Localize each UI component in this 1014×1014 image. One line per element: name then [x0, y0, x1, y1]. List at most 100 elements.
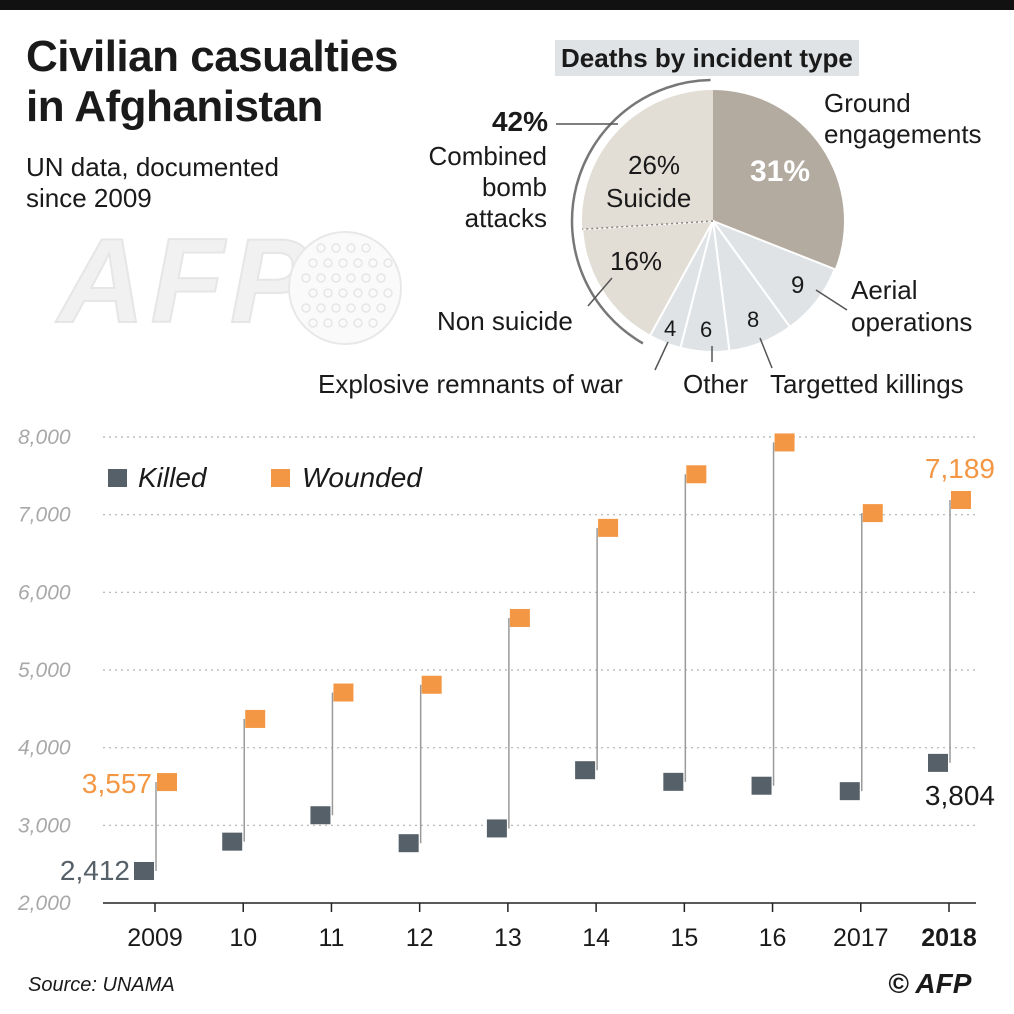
- watermark-dimple: [331, 273, 341, 283]
- pie-group-label-1: Combined: [428, 141, 547, 171]
- pie-divider-bomb: [582, 220, 714, 230]
- pie-value-non-suicide: 16%: [610, 246, 662, 276]
- y-tick-label: 2,000: [17, 892, 71, 915]
- pie-label-non-suicide: Non suicide: [437, 306, 573, 336]
- pie-label-ground-2: engagements: [824, 119, 982, 149]
- killed-marker: [310, 806, 331, 825]
- pie-value-suicide: 26%: [628, 150, 680, 180]
- pie-label-aerial-1: Aerial: [851, 275, 917, 305]
- watermark-dimple: [361, 243, 371, 253]
- wounded-marker: [157, 773, 177, 792]
- watermark-dimple: [308, 318, 318, 328]
- killed-marker: [663, 772, 684, 791]
- pie-label-aerial-2: operations: [851, 307, 972, 337]
- watermark-dimple: [301, 273, 311, 283]
- watermark-dimple: [353, 318, 363, 328]
- killed-marker: [839, 782, 860, 801]
- pie-label-other: Other: [683, 369, 748, 399]
- watermark-dimple: [323, 318, 333, 328]
- annotation-wounded-2018: 7,189: [925, 453, 995, 484]
- wounded-marker: [245, 709, 266, 728]
- x-tick-label: 11: [318, 924, 344, 952]
- pie-label-ground-1: Ground: [824, 88, 911, 118]
- pie-value-aerial: 9: [791, 272, 804, 299]
- wounded-marker: [509, 608, 530, 627]
- legend-wounded-swatch: [271, 469, 290, 487]
- source-note: Source: UNAMA: [28, 974, 175, 996]
- pie-label-suicide: Suicide: [606, 183, 691, 213]
- watermark-dimple: [338, 288, 348, 298]
- watermark-dimple: [361, 273, 371, 283]
- killed-marker: [398, 834, 419, 853]
- watermark-dimple: [323, 258, 333, 268]
- wounded-marker: [333, 683, 354, 702]
- pie-group-bracket: [570, 78, 711, 345]
- watermark-dimple: [361, 303, 371, 313]
- pie-group-label-3: attacks: [465, 203, 547, 233]
- pie-slice-suicide: [582, 90, 713, 230]
- x-tick-label: 15: [670, 924, 698, 952]
- watermark-dimple: [301, 303, 311, 313]
- watermark-dimple: [346, 303, 356, 313]
- watermark-dimple: [383, 288, 393, 298]
- leader-aerial: [815, 289, 848, 311]
- watermark-dimple: [338, 318, 348, 328]
- watermark-ball: [288, 231, 402, 345]
- killed-marker: [751, 776, 772, 795]
- pie-group-value: 42%: [492, 106, 548, 137]
- watermark-dimple: [353, 258, 363, 268]
- pie-group-label-2: bomb: [482, 172, 547, 202]
- x-tick-label: 12: [406, 924, 434, 952]
- legend-killed-swatch: [108, 469, 127, 487]
- watermark-dimple: [316, 303, 326, 313]
- wounded-marker: [951, 490, 971, 509]
- y-tick-label: 8,000: [18, 426, 71, 449]
- wounded-marker: [862, 504, 883, 523]
- watermark-dimple: [316, 243, 326, 253]
- afp-watermark: AFP: [54, 213, 402, 349]
- watermark-dimple: [331, 243, 341, 253]
- pie-value-targetted: 8: [747, 307, 759, 332]
- killed-marker: [575, 761, 596, 780]
- leader-explosive: [654, 341, 669, 371]
- top-rule: [0, 0, 1014, 10]
- x-tick-label: 13: [494, 924, 522, 952]
- annotation-wounded-2009: 3,557: [82, 768, 152, 799]
- killed-marker: [928, 753, 948, 772]
- x-tick-label: 16: [759, 924, 787, 952]
- pie-value-explosive: 4: [664, 316, 676, 341]
- watermark-dimple: [376, 273, 386, 283]
- leader-targetted: [759, 337, 773, 369]
- watermark-dimple: [368, 258, 378, 268]
- y-tick-label: 7,000: [18, 504, 71, 527]
- page-title: Civilian casualties in Afghanistan: [26, 32, 399, 131]
- pie-chart-title: Deaths by incident type: [555, 40, 859, 76]
- x-tick-label: 10: [229, 924, 257, 952]
- wounded-marker: [421, 675, 442, 694]
- pie-label-targetted: Targetted killings: [770, 369, 964, 399]
- watermark-dimple: [368, 318, 378, 328]
- legend-wounded-label: Wounded: [302, 462, 423, 493]
- annotation-killed-2009: 2,412: [60, 855, 130, 886]
- killed-marker: [222, 832, 243, 851]
- watermark-dimple: [308, 258, 318, 268]
- watermark-dimple: [376, 303, 386, 313]
- wounded-marker: [774, 433, 795, 452]
- watermark-dimple: [346, 243, 356, 253]
- watermark-dimple: [316, 273, 326, 283]
- x-tick-label: 2018: [921, 924, 977, 952]
- x-tick-label: 14: [582, 924, 610, 952]
- pie-slice-non-suicide: [581, 219, 715, 338]
- watermark-dimple: [368, 288, 378, 298]
- watermark-dimple: [323, 288, 333, 298]
- pie-label-explosive: Explosive remnants of war: [318, 369, 623, 399]
- watermark-text: AFP: [55, 214, 316, 348]
- y-tick-label: 6,000: [18, 581, 71, 604]
- annotation-killed-2018: 3,804: [925, 780, 995, 811]
- killed-marker: [134, 862, 154, 881]
- legend-killed-label: Killed: [138, 462, 208, 493]
- watermark-dimple: [383, 258, 393, 268]
- watermark-dimple: [308, 288, 318, 298]
- watermark-dimple: [353, 288, 363, 298]
